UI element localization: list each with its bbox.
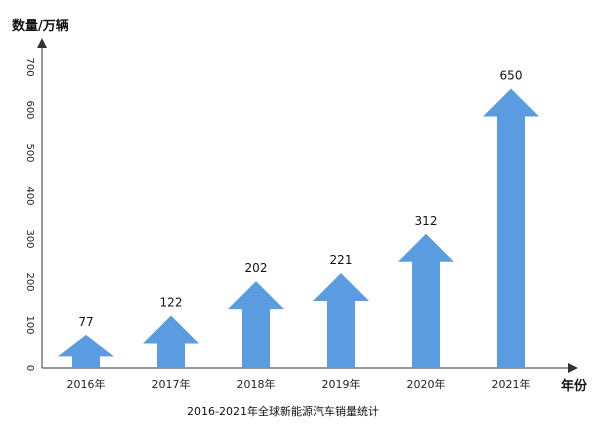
- category-label: 2017年: [152, 377, 191, 391]
- category-label: 2021年: [492, 377, 531, 391]
- value-label: 312: [415, 214, 438, 228]
- y-tick-label: 0: [24, 365, 35, 371]
- x-axis-title: 年份: [561, 378, 588, 394]
- y-axis-title: 数量/万辆: [12, 18, 69, 34]
- y-tick-label: 400: [24, 186, 35, 205]
- arrow-bar: [313, 273, 369, 368]
- value-label: 122: [160, 296, 183, 310]
- y-tick-label: 500: [24, 143, 35, 162]
- value-label: 202: [245, 261, 268, 275]
- arrow-bar: [398, 233, 454, 368]
- y-tick-label: 300: [24, 229, 35, 248]
- arrow-bar: [483, 88, 539, 368]
- category-label: 2020年: [407, 377, 446, 391]
- y-tick-label: 200: [24, 272, 35, 291]
- chart-title: 2016-2021年全球新能源汽车销量统计: [187, 404, 379, 418]
- y-tick-labels: 0 100 200 300 400 500 600 700: [24, 57, 35, 371]
- y-axis-arrowhead: [37, 38, 47, 48]
- y-tick-label: 600: [24, 100, 35, 119]
- value-label: 221: [330, 253, 353, 267]
- category-label: 2016年: [67, 377, 106, 391]
- arrow-bar: [228, 281, 284, 368]
- arrow-bar: [143, 315, 199, 368]
- value-labels: 77 122 202 221 312 650: [78, 69, 522, 329]
- y-tick-label: 700: [24, 57, 35, 76]
- category-label: 2018年: [237, 377, 276, 391]
- category-labels: 2016年 2017年 2018年 2019年 2020年 2021年: [67, 377, 531, 391]
- y-tick-label: 100: [24, 315, 35, 334]
- value-label: 650: [500, 69, 523, 83]
- arrow-marks: [58, 88, 539, 368]
- value-label: 77: [78, 315, 93, 329]
- x-axis-arrowhead: [568, 363, 578, 373]
- category-label: 2019年: [322, 377, 361, 391]
- arrow-bar: [58, 334, 114, 368]
